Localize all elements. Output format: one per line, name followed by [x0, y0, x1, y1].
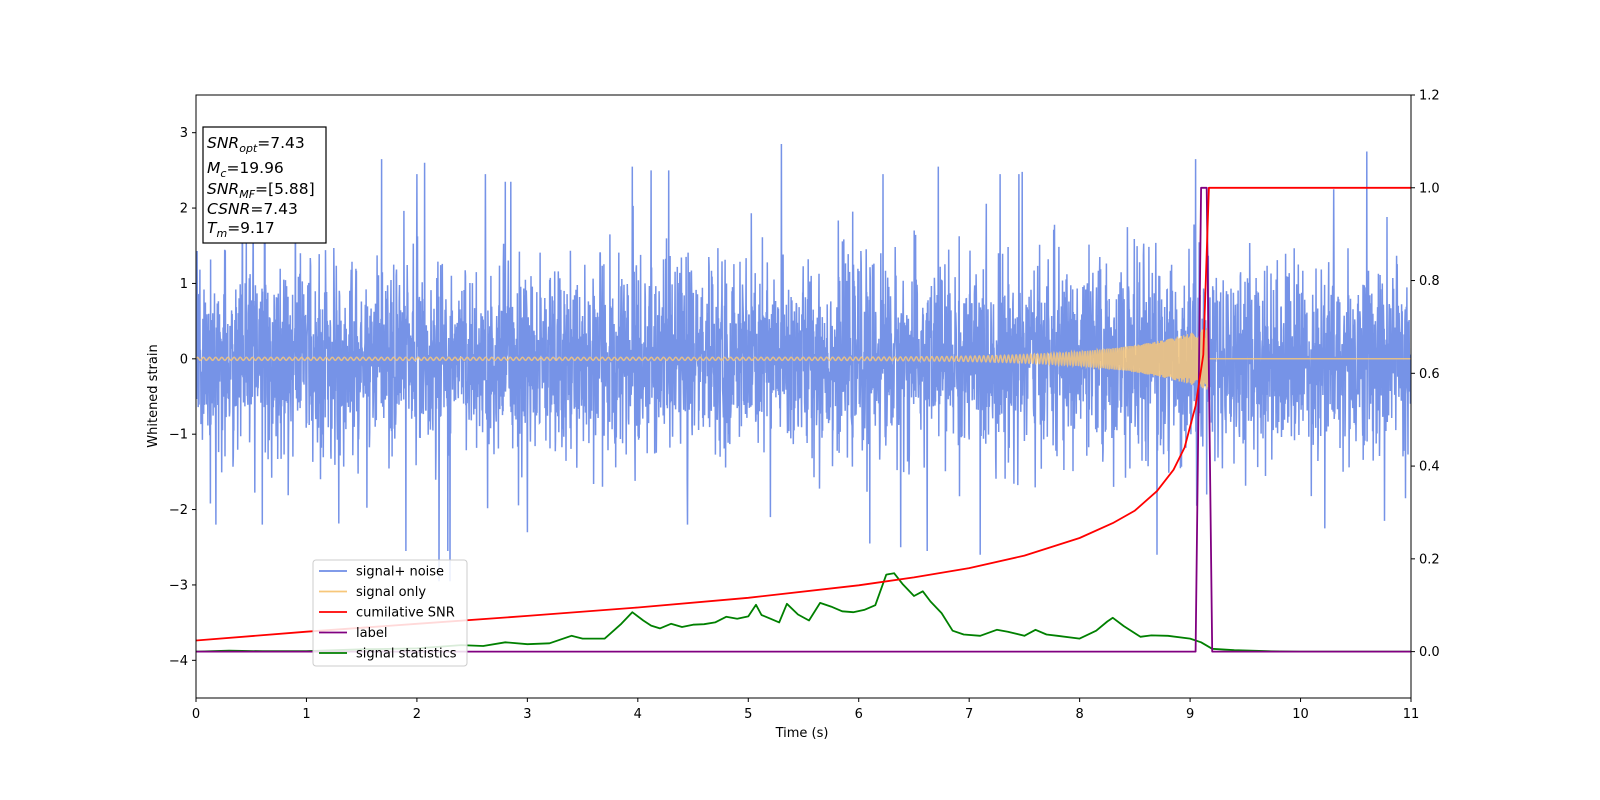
y-tick-label: −1 — [169, 428, 188, 443]
info-var: M — [207, 159, 220, 177]
y-tick-label: 0 — [180, 352, 188, 367]
legend-frame — [312, 559, 468, 667]
y-tick-label: −2 — [169, 503, 188, 518]
y-tick-label: 3 — [180, 126, 188, 141]
info-var: SNR — [207, 180, 239, 198]
x-tick-label: 9 — [1186, 707, 1194, 722]
y-tick-label: −4 — [169, 654, 188, 669]
legend-label: signal+ noise — [356, 565, 444, 580]
series-signal-statistics — [196, 572, 1411, 653]
y-axis-label: Whitened strain — [146, 344, 161, 447]
info-subscript: m — [216, 227, 227, 240]
plot-frame — [195, 94, 1412, 699]
info-value: =7.43 — [250, 200, 298, 218]
legend-label: signal only — [356, 585, 426, 600]
x-axis: 0 1 2 3 4 5 6 7 8 9 10 11 — [192, 698, 1419, 722]
x-tick-label: 7 — [965, 707, 973, 722]
info-var: SNR — [207, 134, 239, 152]
info-line: Mc=19.96 — [207, 159, 284, 180]
info-value: =[5.88] — [255, 180, 315, 198]
info-value: =7.43 — [257, 134, 305, 152]
x-tick-label: 3 — [523, 707, 531, 722]
y-axis-left: −4 −3 −2 −1 0 1 2 3 — [169, 126, 196, 669]
y2-tick-label: 0.4 — [1419, 460, 1440, 475]
info-subscript: c — [220, 167, 226, 180]
info-subscript: opt — [239, 142, 258, 155]
x-tick-label: 8 — [1075, 707, 1083, 722]
y2-tick-label: 0.2 — [1419, 552, 1440, 567]
y-tick-label: 2 — [180, 202, 188, 217]
x-tick-label: 4 — [634, 707, 642, 722]
info-box: SNRopt=7.43Mc=19.96SNRMF=[5.88]CSNR=7.43… — [202, 126, 327, 244]
info-var: CSNR — [207, 200, 250, 218]
series-layer — [196, 143, 1411, 653]
info-box-frame — [202, 126, 327, 244]
legend-label: label — [356, 626, 387, 641]
series-signal-noise — [196, 143, 1411, 582]
y-axis-right: 0.0 0.2 0.4 0.6 0.8 1.0 1.2 — [1411, 89, 1440, 660]
info-value: =19.96 — [226, 159, 283, 177]
info-line: SNRopt=7.43 — [207, 134, 305, 155]
series-cumulative-snr — [196, 186, 1411, 642]
y2-tick-label: 1.2 — [1419, 89, 1440, 104]
y2-tick-label: 0.0 — [1419, 645, 1440, 660]
info-line: Tm=9.17 — [207, 219, 275, 240]
x-axis-label: Time (s) — [775, 726, 829, 741]
y-tick-label: −3 — [169, 578, 188, 593]
series-label — [196, 186, 1411, 653]
info-line: SNRMF=[5.88] — [207, 180, 315, 201]
info-var: T — [207, 219, 218, 237]
info-value: =9.17 — [227, 219, 275, 237]
x-tick-label: 5 — [744, 707, 752, 722]
x-tick-label: 10 — [1292, 707, 1309, 722]
info-line: CSNR=7.43 — [207, 200, 298, 218]
legend: signal+ noise signal only cumilative SNR la… — [312, 559, 468, 667]
info-subscript: MF — [239, 188, 255, 201]
y2-tick-label: 0.6 — [1419, 367, 1440, 382]
y-tick-label: 1 — [180, 277, 188, 292]
x-tick-label: 0 — [192, 707, 200, 722]
x-tick-label: 11 — [1403, 707, 1420, 722]
legend-label: cumilative SNR — [356, 606, 455, 621]
legend-label: signal statistics — [356, 647, 457, 662]
y2-tick-label: 0.8 — [1419, 274, 1440, 289]
x-tick-label: 6 — [855, 707, 863, 722]
x-tick-label: 1 — [302, 707, 310, 722]
x-tick-label: 2 — [413, 707, 421, 722]
y2-tick-label: 1.0 — [1419, 181, 1440, 196]
